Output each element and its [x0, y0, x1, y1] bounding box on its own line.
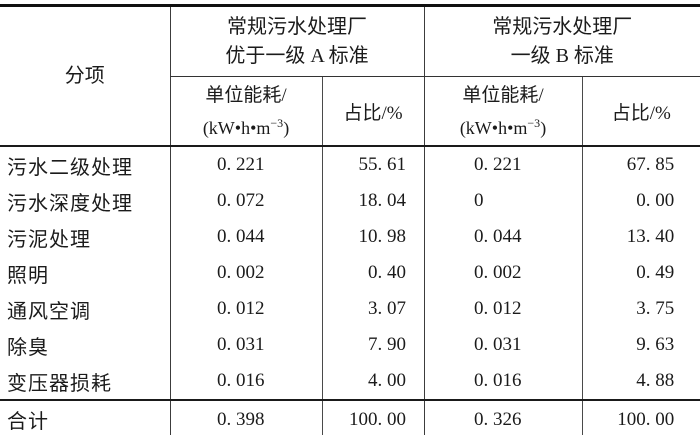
unit-energy-label: 单位能耗/ [462, 84, 544, 106]
cell-b-energy: 0. 221 [423, 145, 582, 183]
row-label: 污水深度处理 [7, 192, 133, 215]
cell-a-pct: 0. 40 [321, 255, 424, 291]
group-a-line1: 常规污水处理厂 [227, 15, 367, 38]
row-label: 变压器损耗 [7, 372, 112, 395]
table-row: 除臭 0. 031 7. 90 0. 031 9. 63 [0, 327, 700, 363]
cell-b-pct: 0. 49 [581, 255, 700, 291]
cell-a-energy: 0. 031 [169, 327, 322, 363]
table-row: 变压器损耗 0. 016 4. 00 0. 016 4. 88 [0, 363, 700, 400]
total-a-pct: 100. 00 [321, 399, 424, 435]
cell-b-pct: 9. 63 [581, 327, 700, 363]
group-a-line2: 优于一级 A 标准 [225, 44, 369, 67]
total-b-pct: 100. 00 [581, 399, 700, 435]
unit-energy-label: 单位能耗/ [205, 84, 287, 106]
cell-b-energy: 0. 002 [423, 255, 582, 291]
cell-a-pct: 7. 90 [321, 327, 424, 363]
total-label: 合计 [0, 399, 170, 435]
cell-a-pct: 55. 61 [321, 145, 424, 183]
unit-energy-unit: (kW•h•m−3) [202, 115, 290, 138]
col-header-unit-energy-b: 单位能耗/ (kW•h•m−3) [423, 76, 582, 146]
cell-b-pct: 67. 85 [581, 145, 700, 183]
col-header-percent-b: 占比/% [581, 76, 700, 146]
cell-a-energy: 0. 072 [169, 183, 322, 219]
row-label: 除臭 [7, 336, 49, 359]
cell-a-energy: 0. 044 [169, 219, 322, 255]
table-row: 照明 0. 002 0. 40 0. 002 0. 49 [0, 255, 700, 291]
row-label: 通风空调 [7, 300, 91, 323]
cell-a-energy: 0. 012 [169, 291, 322, 327]
col-header-percent-a: 占比/% [321, 76, 424, 146]
table-row: 污水二级处理 0. 221 55. 61 0. 221 67. 85 [0, 145, 700, 183]
cell-a-pct: 3. 07 [321, 291, 424, 327]
cell-b-pct: 3. 75 [581, 291, 700, 327]
cell-b-energy: 0 [423, 183, 582, 219]
group-b-line1: 常规污水处理厂 [492, 15, 633, 38]
cell-b-energy: 0. 031 [423, 327, 582, 363]
total-a-energy: 0. 398 [169, 399, 322, 435]
table-row: 通风空调 0. 012 3. 07 0. 012 3. 75 [0, 291, 700, 327]
unit-energy-unit: (kW•h•m−3) [459, 115, 547, 138]
row-label: 照明 [7, 264, 49, 287]
cell-a-energy: 0. 002 [169, 255, 322, 291]
total-row: 合计 0. 398 100. 00 0. 326 100. 00 [0, 399, 700, 435]
cell-a-pct: 18. 04 [321, 183, 424, 219]
cell-b-pct: 0. 00 [581, 183, 700, 219]
col-header-group-b: 常规污水处理厂 一级 B 标准 [423, 5, 700, 77]
row-label: 污水二级处理 [0, 145, 170, 183]
col-header-unit-energy-a: 单位能耗/ (kW•h•m−3) [169, 76, 322, 146]
cell-a-pct: 4. 00 [321, 363, 424, 400]
row-label: 污泥处理 [7, 228, 91, 251]
cell-b-energy: 0. 016 [423, 363, 582, 400]
cell-a-energy: 0. 221 [169, 145, 322, 183]
table-row: 污水深度处理 0. 072 18. 04 0 0. 00 [0, 183, 700, 219]
col-header-group-a: 常规污水处理厂 优于一级 A 标准 [169, 5, 424, 77]
cell-b-energy: 0. 012 [423, 291, 582, 327]
total-b-energy: 0. 326 [423, 399, 582, 435]
cell-b-pct: 4. 88 [581, 363, 700, 400]
table-row: 污泥处理 0. 044 10. 98 0. 044 13. 40 [0, 219, 700, 255]
energy-consumption-table: 分项 常规污水处理厂 优于一级 A 标准 常规污水处理厂 一级 B 标准 单位能… [0, 4, 700, 435]
col-header-item: 分项 [64, 64, 105, 87]
cell-a-pct: 10. 98 [321, 219, 424, 255]
group-b-line2: 一级 B 标准 [510, 44, 614, 67]
header-sub-row: 单位能耗/ (kW•h•m−3) 占比/% 单位能耗/ (kW•h•m−3) 占… [0, 76, 700, 146]
cell-b-pct: 13. 40 [581, 219, 700, 255]
header-group-row: 分项 常规污水处理厂 优于一级 A 标准 常规污水处理厂 一级 B 标准 [0, 5, 700, 87]
cell-a-energy: 0. 016 [169, 363, 322, 400]
cell-b-energy: 0. 044 [423, 219, 582, 255]
